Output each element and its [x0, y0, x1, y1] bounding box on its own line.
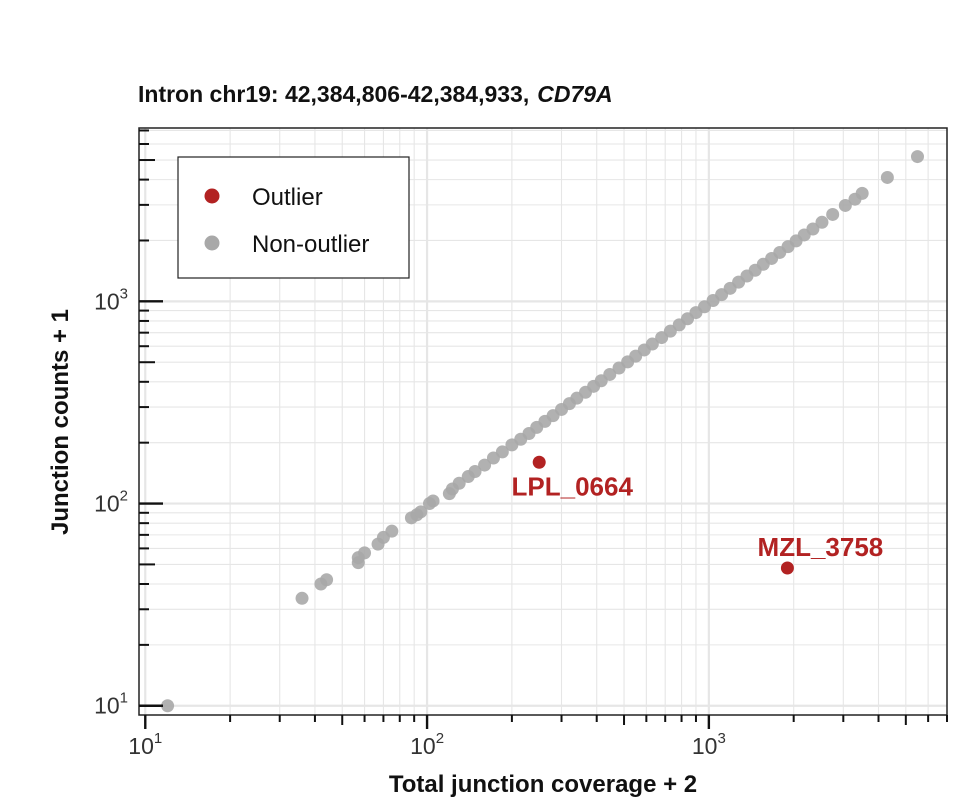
outlier-point-label: MZL_3758 — [758, 532, 884, 562]
point-annotations: LPL_0664 MZL_3758 — [512, 471, 884, 562]
legend-outlier-marker — [204, 188, 220, 204]
chart-title: Intron chr19: 42,384,806-42,384,933, CD79… — [138, 81, 613, 107]
non-outlier-point — [880, 170, 894, 184]
y-tick-label: 101 — [94, 690, 128, 719]
non-outlier-point — [358, 546, 372, 560]
x-tick-label-exponent: 3 — [717, 730, 725, 747]
legend: Outlier Non-outlier — [177, 156, 410, 279]
non-outlier-point — [855, 186, 869, 200]
x-tick-label-base: 10 — [128, 733, 154, 759]
y-tick-label-base: 10 — [94, 288, 120, 314]
non-outlier-point — [320, 573, 334, 587]
x-tick-label-exponent: 1 — [154, 730, 162, 747]
y-tick-label-base: 10 — [94, 693, 120, 719]
outlier-points — [532, 455, 794, 575]
x-axis-tick-labels: 101 102 103 — [128, 730, 726, 759]
non-outlier-points — [161, 150, 924, 713]
non-outlier-point — [806, 222, 820, 236]
plot-frame — [138, 127, 948, 716]
non-outlier-point — [161, 699, 175, 713]
non-outlier-point — [815, 215, 829, 229]
x-tick-label-exponent: 2 — [436, 730, 444, 747]
legend-non-outlier-marker — [204, 235, 220, 251]
non-outlier-point — [826, 207, 840, 221]
outlier-point — [780, 561, 794, 575]
y-axis-ticks — [139, 129, 163, 707]
non-outlier-point — [645, 337, 659, 351]
x-axis-title: Total junction coverage + 2 — [389, 771, 697, 798]
non-outlier-point — [910, 150, 924, 164]
x-tick-label: 102 — [410, 730, 444, 759]
plot-panel: LPL_0664 MZL_3758 — [138, 127, 948, 716]
non-outlier-point — [414, 505, 428, 519]
y-tick-label-exponent: 1 — [120, 690, 128, 707]
non-outlier-point — [478, 458, 492, 472]
x-tick-label-base: 10 — [692, 733, 718, 759]
non-outlier-point — [603, 367, 617, 381]
non-outlier-point — [838, 198, 852, 212]
chart-title-gene: CD79A — [537, 81, 612, 107]
chart-title-main: Intron chr19: 42,384,806-42,384,933, — [138, 81, 529, 107]
legend-outlier-label: Outlier — [252, 184, 323, 211]
non-outlier-point — [385, 524, 399, 538]
y-tick-label: 102 — [94, 488, 128, 517]
outlier-point — [532, 455, 546, 469]
x-tick-label: 101 — [128, 730, 162, 759]
non-outlier-point — [295, 591, 309, 605]
legend-box — [177, 156, 410, 279]
x-tick-label: 103 — [692, 730, 726, 759]
non-outlier-point — [495, 445, 509, 459]
y-tick-label-base: 10 — [94, 491, 120, 517]
outlier-point-label: LPL_0664 — [512, 471, 634, 501]
y-tick-label-exponent: 2 — [120, 488, 128, 505]
y-tick-label-exponent: 3 — [120, 285, 128, 302]
x-axis-ticks — [144, 715, 948, 729]
non-outlier-point — [468, 465, 482, 479]
x-tick-label-base: 10 — [410, 733, 436, 759]
legend-non-outlier-label: Non-outlier — [252, 231, 369, 258]
non-outlier-point — [452, 476, 466, 490]
y-axis-title: Junction counts + 1 — [47, 309, 74, 535]
non-outlier-point — [426, 494, 440, 508]
y-tick-label: 103 — [94, 285, 128, 314]
